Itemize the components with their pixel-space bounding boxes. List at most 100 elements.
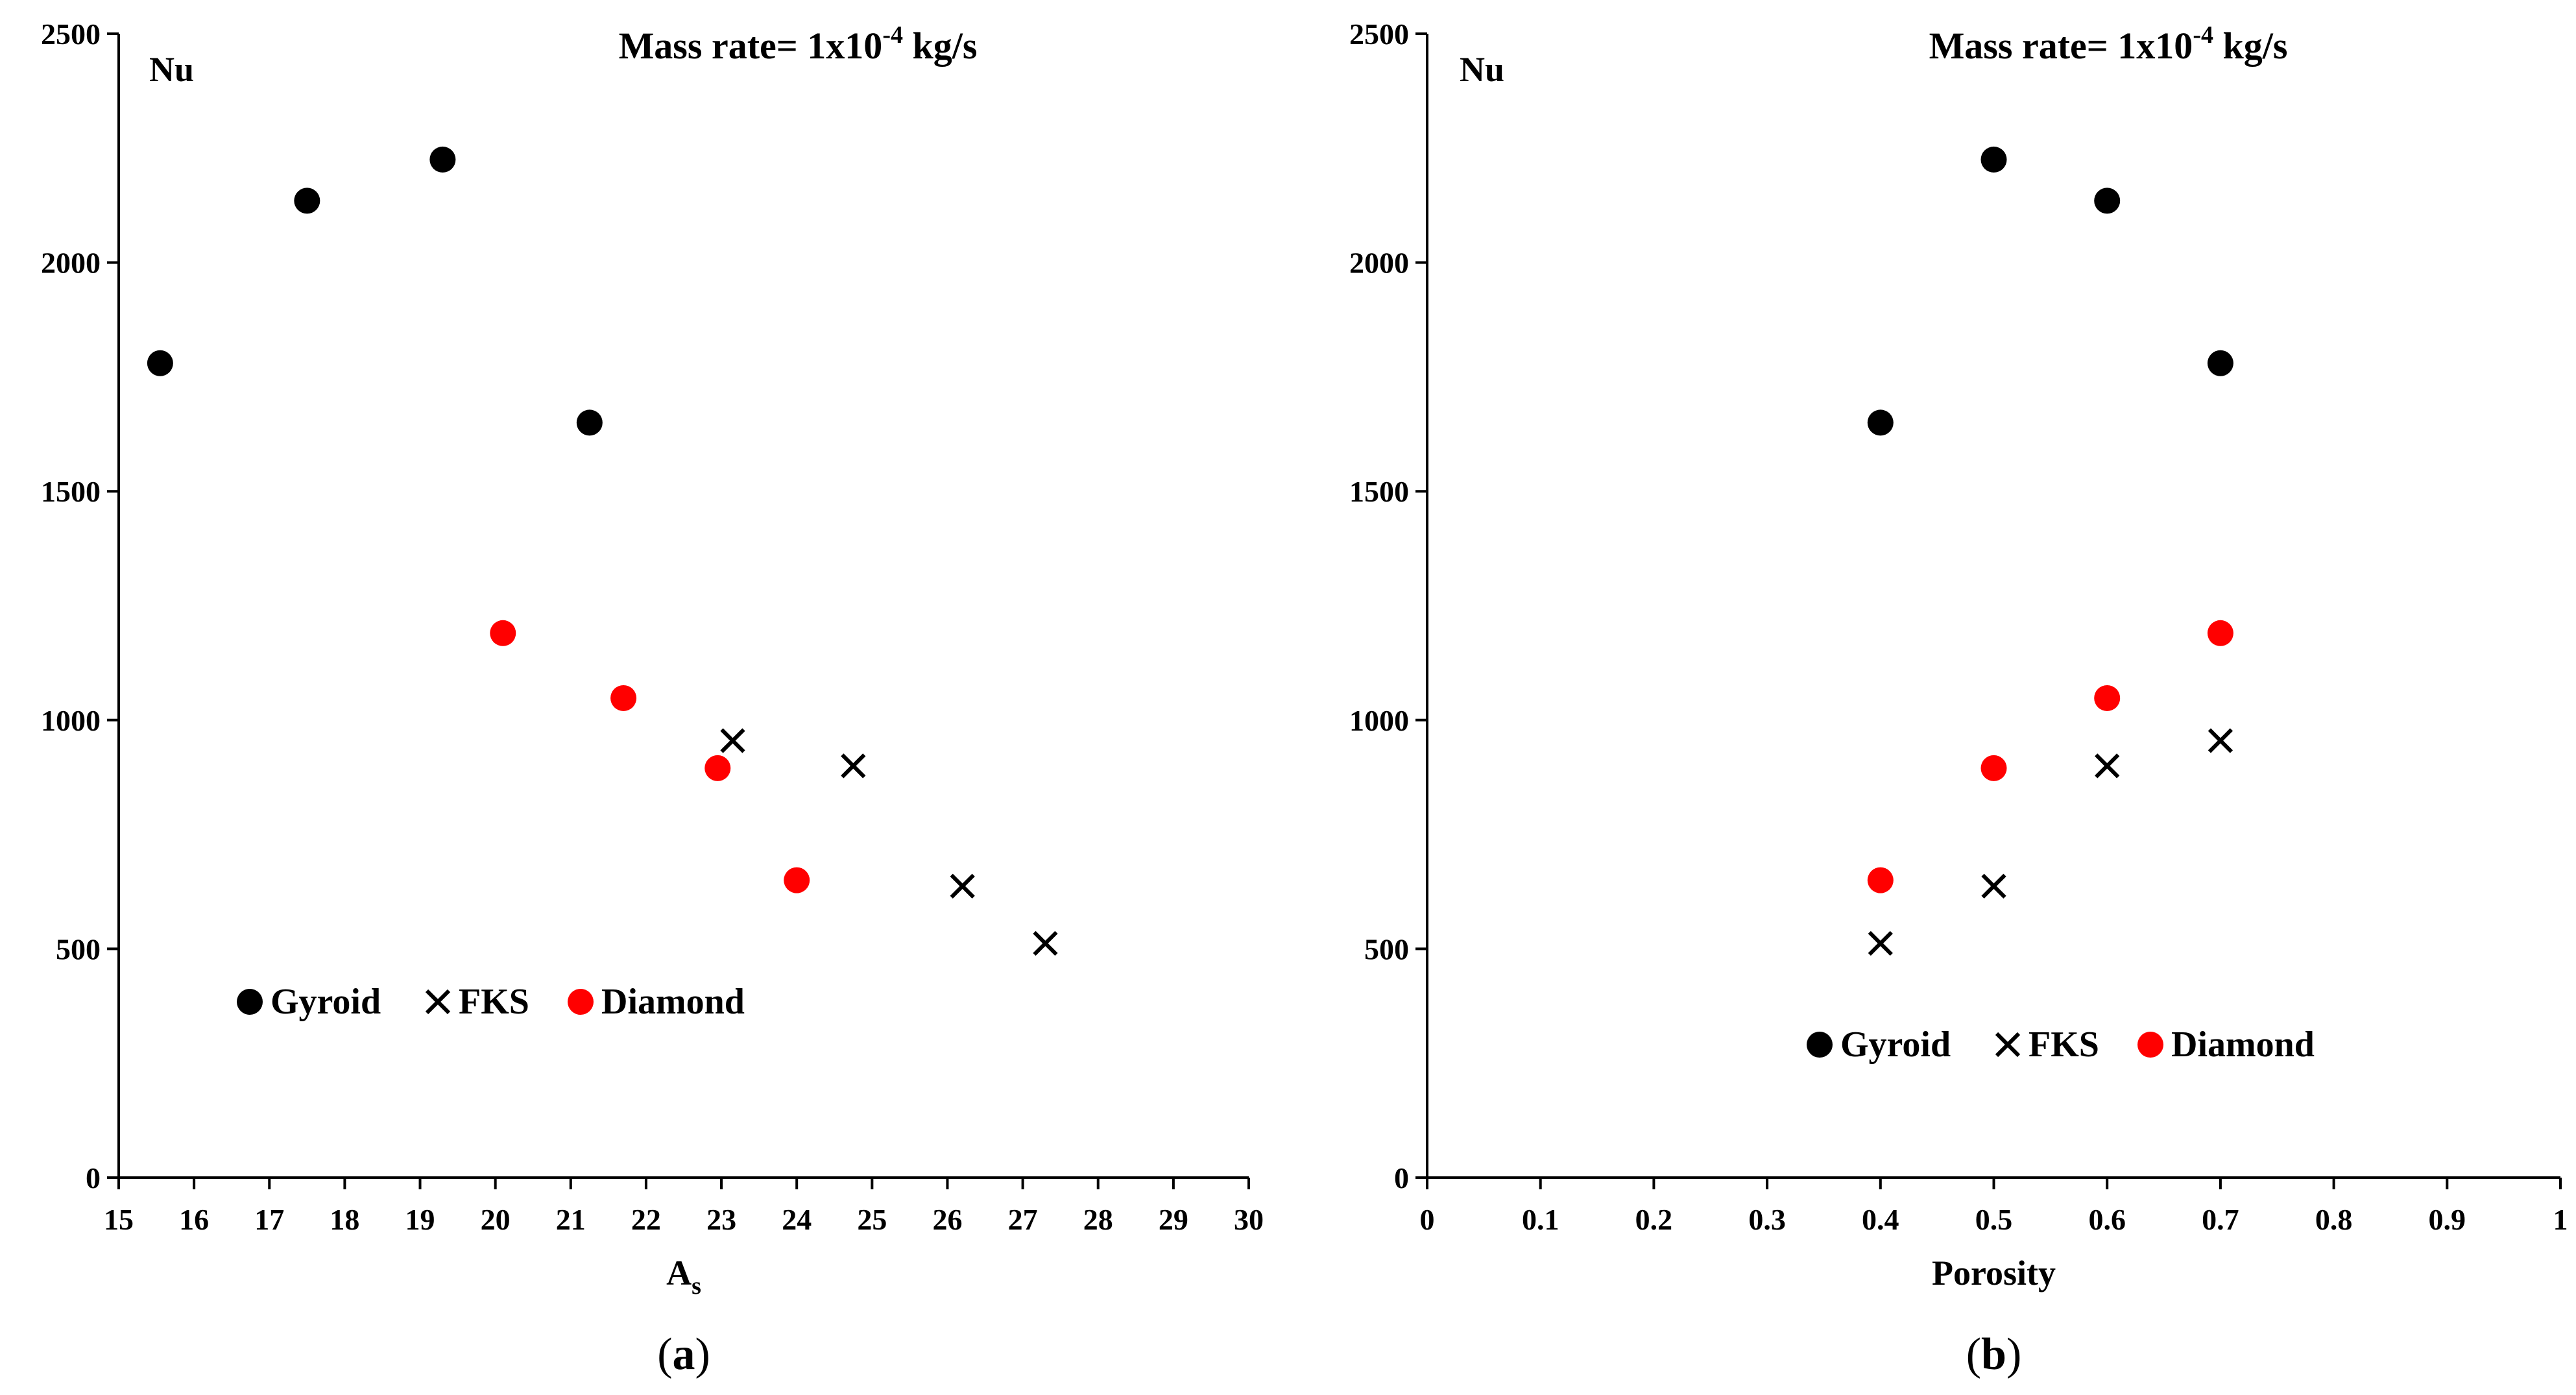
data-point-fks — [1868, 930, 1893, 956]
chart-title-exponent: -4 — [882, 21, 903, 49]
legend-marker-fks — [425, 989, 451, 1015]
legend: Gyroid FKS Diamond — [237, 982, 745, 1022]
y-axis-title: Nu — [149, 50, 194, 89]
data-point-fks — [950, 873, 975, 899]
panel-label-suffix: ) — [695, 1329, 710, 1379]
y-tick-label: 2000 — [1349, 247, 1409, 280]
data-point-gyroid — [429, 146, 456, 173]
y-tick-label: 0 — [86, 1161, 101, 1195]
legend-label-fks: FKS — [459, 982, 529, 1022]
x-tick-label: 0.5 — [1975, 1203, 2013, 1236]
x-axis-title-subscript: s — [692, 1272, 701, 1300]
x-marker-stroke — [1981, 873, 2006, 899]
x-tick-label: 0.4 — [1862, 1203, 1899, 1236]
x-tick-label: 25 — [857, 1203, 887, 1236]
data-point-diamond — [1980, 755, 2007, 781]
x-tick-label: 0.8 — [2315, 1203, 2353, 1236]
data-point-diamond — [704, 755, 731, 781]
series-gyroid — [1867, 146, 2233, 436]
x-axis-title: As — [666, 1254, 701, 1300]
x-tick-label: 27 — [1008, 1203, 1038, 1236]
data-point-gyroid — [147, 350, 173, 376]
series-gyroid — [147, 146, 603, 436]
legend-marker-diamond — [568, 989, 594, 1015]
y-tick-label: 2500 — [1349, 18, 1409, 51]
chart-title: Mass rate= 1x10-4 kg/s — [1929, 21, 2288, 67]
x-marker-stroke — [2095, 753, 2120, 779]
data-point-diamond — [610, 685, 637, 711]
panel-label: (b) — [1966, 1329, 2022, 1379]
x-marker-stroke — [841, 753, 866, 779]
panel-label-suffix: ) — [2006, 1329, 2021, 1379]
data-point-gyroid — [1980, 146, 2007, 173]
x-marker-stroke — [1868, 930, 1893, 956]
x-tick-label: 1 — [2553, 1203, 2568, 1236]
x-tick-label: 18 — [330, 1203, 359, 1236]
x-axis-title-main: Porosity — [1932, 1254, 2056, 1292]
x-tick-label: 21 — [556, 1203, 586, 1236]
data-point-diamond — [2094, 685, 2121, 711]
x-tick-label: 26 — [932, 1203, 962, 1236]
y-axis-title: Nu — [1460, 50, 1504, 89]
y-tick-label: 1500 — [1349, 475, 1409, 508]
chart-title: Mass rate= 1x10-4 kg/s — [619, 21, 978, 67]
data-point-fks — [1033, 930, 1058, 956]
x-tick-label: 0.3 — [1748, 1203, 1786, 1236]
y-tick-label: 0 — [1394, 1161, 1409, 1195]
data-point-gyroid — [1867, 409, 1894, 436]
y-tick-label: 1500 — [41, 475, 101, 508]
x-marker-stroke — [1033, 930, 1058, 956]
legend-marker-fks — [1995, 1032, 2021, 1058]
y-tick-label: 1000 — [1349, 704, 1409, 737]
panel-label-prefix: ( — [1966, 1329, 1981, 1379]
y-tick-label: 500 — [1364, 932, 1409, 965]
series-fks — [1868, 728, 2233, 956]
x-marker-stroke — [2208, 728, 2233, 753]
legend-label-diamond: Diamond — [601, 982, 745, 1022]
data-point-fks — [2095, 753, 2120, 779]
x-tick-label: 16 — [179, 1203, 209, 1236]
data-point-diamond — [1867, 867, 1894, 893]
chart-title-exponent: -4 — [2193, 21, 2213, 49]
x-marker-stroke — [425, 989, 451, 1015]
y-tick-label: 2500 — [41, 18, 101, 51]
x-tick-label: 30 — [1234, 1203, 1264, 1236]
x-marker-stroke — [950, 873, 975, 899]
x-tick-label: 28 — [1083, 1203, 1113, 1236]
chart-title-suffix: kg/s — [903, 25, 977, 67]
data-point-diamond — [490, 620, 516, 646]
x-tick-label: 0.9 — [2429, 1203, 2466, 1236]
chart-title-suffix: kg/s — [2213, 25, 2287, 67]
data-point-fks — [720, 728, 745, 753]
x-tick-label: 0.1 — [1522, 1203, 1559, 1236]
data-point-gyroid — [2094, 188, 2121, 214]
data-point-fks — [2208, 728, 2233, 753]
x-tick-label: 29 — [1159, 1203, 1188, 1236]
x-tick-label: 15 — [104, 1203, 134, 1236]
chart-panel-b: 0 500 1000 1500 2000 2500 0 0.1 0.2 0.3 0.4 0.5 0.6 0… — [1349, 18, 2568, 1379]
panel-label: (a) — [657, 1329, 710, 1379]
data-point-diamond — [2207, 620, 2233, 646]
legend-marker-gyroid — [237, 989, 263, 1015]
series-diamond — [1867, 620, 2233, 893]
x-marker-stroke — [1995, 1032, 2021, 1058]
x-tick-label: 0.2 — [1635, 1203, 1673, 1236]
legend: Gyroid FKS Diamond — [1807, 1025, 2315, 1065]
x-tick-label: 17 — [254, 1203, 284, 1236]
chart-panel-a: 0 500 1000 1500 2000 2500 15 16 17 18 19 20 21 22 23 24… — [41, 18, 1264, 1379]
legend-marker-gyroid — [1807, 1032, 1833, 1058]
legend-label-gyroid: Gyroid — [1840, 1025, 1951, 1065]
x-axis-title-main: A — [666, 1254, 692, 1292]
data-point-diamond — [784, 867, 810, 893]
x-tick-label: 0.6 — [2088, 1203, 2126, 1236]
panel-label-letter: b — [1981, 1329, 2006, 1379]
x-marker-stroke — [720, 728, 745, 753]
x-tick-label: 0.7 — [2202, 1203, 2239, 1236]
y-tick-label: 2000 — [41, 247, 101, 280]
panel-label-prefix: ( — [657, 1329, 672, 1379]
legend-label-diamond: Diamond — [2171, 1025, 2315, 1065]
x-tick-label: 23 — [706, 1203, 736, 1236]
legend-label-gyroid: Gyroid — [271, 982, 381, 1022]
x-tick-label: 19 — [405, 1203, 435, 1236]
